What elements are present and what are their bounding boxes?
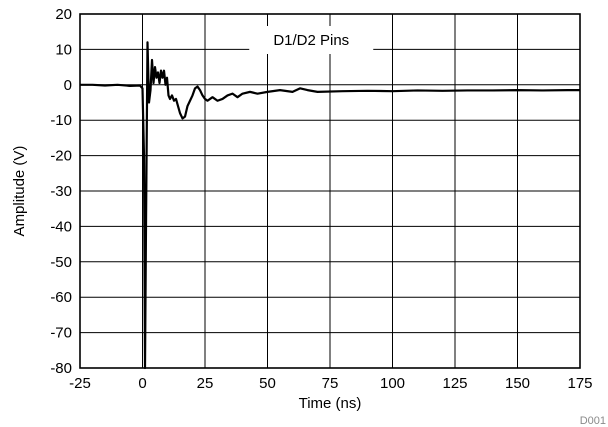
x-tick-label: 150: [505, 375, 530, 392]
x-tick-label: 25: [197, 375, 214, 392]
x-tick-label: 0: [138, 375, 146, 392]
y-tick-label: -30: [50, 183, 72, 200]
y-axis-title: Amplitude (V): [11, 146, 28, 237]
y-tick-label: 0: [64, 77, 72, 94]
annotation-label: D1/D2 Pins: [273, 32, 349, 49]
series-line: [80, 41, 580, 370]
y-tick-label: -40: [50, 218, 72, 235]
y-tick-label: 10: [55, 41, 72, 58]
series-layer: [80, 41, 580, 370]
x-axis-title: Time (ns): [299, 395, 362, 412]
y-tick-label: -10: [50, 112, 72, 129]
x-tick-label: 100: [380, 375, 405, 392]
x-tick-label: 175: [567, 375, 592, 392]
plot-frame: [79, 13, 581, 369]
figure-code: D001: [580, 415, 606, 427]
y-tick-label: -80: [50, 360, 72, 377]
annotation-background: [249, 26, 374, 54]
x-tick-label: 50: [259, 375, 276, 392]
tick-labels: -25 0 25 50 75 100 125 150 17520100-10-20-30-40-…: [50, 6, 592, 392]
x-tick-label: 125: [442, 375, 467, 392]
x-tick-label: -25: [69, 375, 91, 392]
y-tick-label: 20: [55, 6, 72, 23]
y-tick-label: -50: [50, 254, 72, 271]
y-tick-label: -60: [50, 289, 72, 306]
y-tick-label: -70: [50, 325, 72, 342]
x-tick-label: 75: [322, 375, 339, 392]
grid: [80, 14, 580, 368]
y-tick-label: -20: [50, 148, 72, 165]
